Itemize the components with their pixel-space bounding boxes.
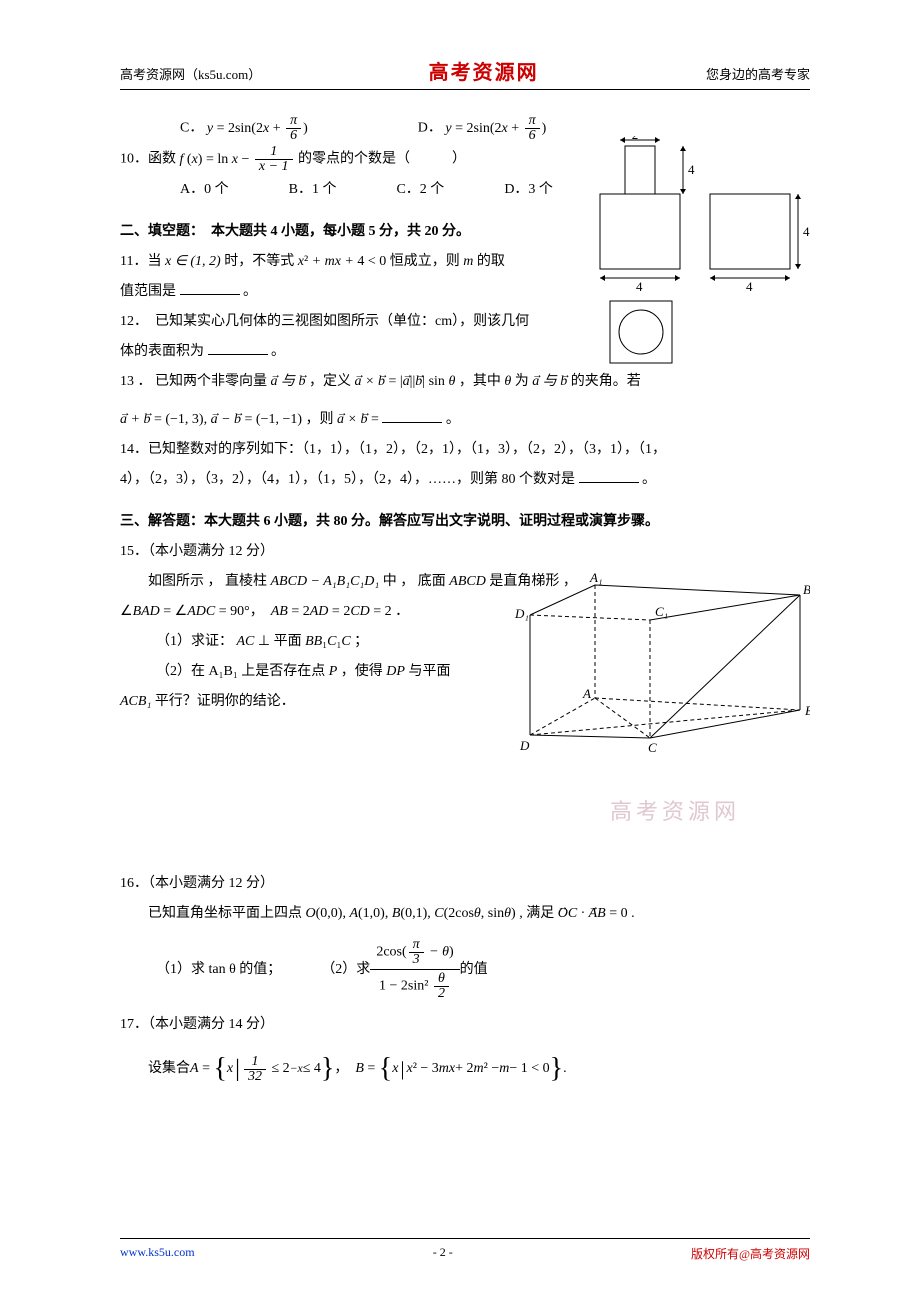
q10-d: D．3 个	[504, 176, 553, 204]
header-left: 高考资源网（ks5u.com）	[120, 64, 261, 83]
svg-text:D₁: D₁	[514, 606, 529, 621]
q13-eqs: a + b = (−1, 3), a − b = (−1, −1)	[120, 412, 302, 427]
q13-ab: a 与 b	[271, 374, 306, 389]
q9-opt-d: D． y = 2sin(2x + π6)	[418, 114, 547, 143]
footer-left: www.ks5u.com	[120, 1245, 195, 1262]
page-header: 高考资源网（ks5u.com） 高考资源网 您身边的高考专家	[120, 56, 810, 90]
q17-B: B = { x | x² − 3mx + 2m² − m − 1 < 0 }.	[355, 1041, 566, 1097]
svg-text:4: 4	[688, 162, 695, 177]
page: 高考资源网（ks5u.com） 高考资源网 您身边的高考专家 2 4	[0, 0, 920, 1302]
q10-a: A．0 个	[180, 176, 229, 204]
q15-title: 15．（本小题满分 12 分）	[120, 538, 810, 566]
q10-tail: 的零点的个数是（ ）	[298, 152, 466, 167]
svg-text:C₁: C₁	[655, 604, 668, 619]
q14-line1: 14．已知整数对的序列如下：（1，1），（1，2），（2，1），（1，3），（2…	[120, 436, 810, 464]
q15-p1: （1）求证： AC ⊥ 平面 BB₁C₁C ；	[120, 628, 486, 656]
prism-figure: A₁ B₁ C₁ D₁ A B C D	[510, 570, 810, 770]
q15-abcd: ABCD	[449, 574, 486, 589]
q12-blank	[208, 340, 268, 355]
q9-d-label: D．	[418, 121, 442, 136]
q16-pts: O(0,0), A(1,0), B(0,1), C(2cosθ, sinθ)	[306, 906, 516, 921]
footer-right: 版权所有@高考资源网	[691, 1245, 810, 1262]
q11-line1: 11．当 x ∈ (1, 2) 时，不等式 x² + mx + 4 < 0 恒成…	[120, 248, 550, 276]
q9-c-label: C．	[180, 121, 203, 136]
q16-parts: （1）求 tan θ 的值； （2）求 2cos(π3 − θ) 1 − 2si…	[120, 936, 810, 1003]
svg-text:B: B	[805, 703, 810, 718]
q17-A: A = { x | 132 ≤ 2−x ≤ 4 }	[190, 1041, 334, 1097]
q14-line2: 4），（2，3），（3，2），（4，1），（1，5），（2，4），……，则第 8…	[120, 466, 810, 494]
svg-text:4: 4	[746, 279, 753, 294]
q15-p3: ACB₁ 平行？证明你的结论．	[120, 688, 450, 716]
footer-center: - 2 -	[433, 1245, 453, 1262]
q9-c-expr: y = 2sin(2x + π6)	[207, 121, 308, 136]
q13-blank	[382, 408, 442, 423]
svg-text:A₁: A₁	[589, 570, 602, 585]
page-footer: www.ks5u.com - 2 - 版权所有@高考资源网	[120, 1238, 810, 1262]
three-view-svg: 2 4 4 4 4	[580, 136, 810, 376]
q17-l1: 设集合 A = { x | 132 ≤ 2−x ≤ 4 } ， B = { x …	[120, 1041, 810, 1097]
q16-dot: OC · AB = 0 .	[558, 906, 635, 921]
q15-acb1: ACB₁	[120, 694, 151, 709]
svg-text:D: D	[519, 738, 530, 753]
q13-theta: θ	[504, 374, 511, 389]
svg-text:B₁: B₁	[803, 582, 810, 597]
q16-title: 16．（本小题满分 12 分）	[120, 870, 810, 898]
q15-p1-expr: AC ⊥ 平面 BB₁C₁C	[237, 634, 351, 649]
q9-opt-c: C． y = 2sin(2x + π6)	[180, 114, 308, 143]
prism-svg: A₁ B₁ C₁ D₁ A B C D	[510, 570, 810, 770]
q16-bigfrac: 2cos(π3 − θ) 1 − 2sin² θ2	[370, 936, 459, 1003]
q16-l1: 已知直角坐标平面上四点 O(0,0), A(1,0), B(0,1), C(2c…	[120, 900, 810, 928]
svg-text:A: A	[582, 686, 591, 701]
watermark: 高考资源网	[610, 790, 740, 834]
q15-dp: DP	[386, 664, 405, 679]
q11-m: m	[463, 254, 473, 269]
svg-text:4: 4	[636, 279, 643, 294]
q12-line1: 12． 已知某实心几何体的三视图如图所示（单位：cm），则该几何	[120, 308, 550, 336]
q11-xin: x ∈ (1, 2)	[165, 254, 221, 269]
q13-line2: a + b = (−1, 3), a − b = (−1, −1) ，则 a ×…	[120, 406, 810, 434]
svg-text:C: C	[648, 740, 657, 755]
q11-ineq: x² + mx + 4 < 0	[298, 254, 387, 269]
q16-p2: （2）求 2cos(π3 − θ) 1 − 2sin² θ2 的值	[321, 936, 487, 1003]
q15-p2: （2）在 A₁B₁ 上是否存在点 P ，使得 DP 与平面	[120, 658, 486, 686]
q10-c: C．2 个	[396, 176, 444, 204]
q11-blank	[180, 280, 240, 295]
spacer2	[120, 496, 810, 506]
q16-p1: （1）求 tan θ 的值；	[156, 956, 281, 984]
q17-title: 17．（本小题满分 14 分）	[120, 1011, 810, 1039]
q10-b: B．1 个	[289, 176, 337, 204]
q15-P: P	[329, 664, 338, 679]
q13-axb: a × b	[337, 412, 367, 427]
q13-def: a × b = |a||b| sin θ	[355, 374, 456, 389]
q14-blank	[579, 468, 639, 483]
q15-prism: ABCD − A₁B₁C₁D₁	[271, 574, 380, 589]
svg-text:2: 2	[632, 136, 639, 142]
header-right: 您身边的高考专家	[706, 64, 810, 83]
svg-text:4: 4	[803, 224, 810, 239]
header-center: 高考资源网	[429, 56, 539, 85]
q13-ab2: a 与 b	[532, 374, 567, 389]
section3-title: 三、解答题：本大题共 6 小题，共 80 分。解答应写出文字说明、证明过程或演算…	[120, 508, 810, 536]
q10-label: 10．函数	[120, 152, 180, 167]
q10-expr: f (x) = ln x − 1x − 1	[180, 152, 299, 167]
three-view-figure: 2 4 4 4 4	[580, 136, 810, 366]
q9-d-expr: y = 2sin(2x + π6)	[445, 121, 546, 136]
